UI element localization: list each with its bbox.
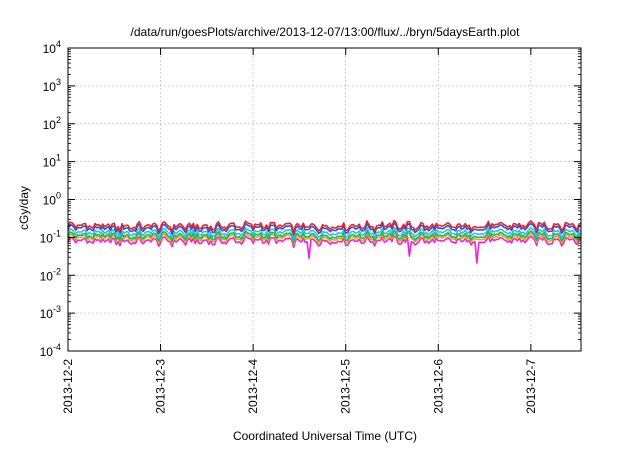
y-tick-label: 10-2 <box>40 266 61 283</box>
series-line <box>67 222 582 236</box>
grid-lines <box>68 48 581 351</box>
y-tick-label: 104 <box>43 39 61 56</box>
series-line <box>67 226 582 240</box>
series-line <box>67 234 582 264</box>
y-tick-label: 103 <box>43 77 61 94</box>
x-tick-label: 2013-12-7 <box>524 359 538 414</box>
y-tick-label: 10-4 <box>40 342 61 359</box>
data-series <box>67 219 582 264</box>
y-tick-label: 101 <box>43 153 61 170</box>
y-tick-label: 10-1 <box>40 228 61 245</box>
x-tick-label: 2013-12-6 <box>431 359 445 414</box>
y-axis-label: cGy/day <box>17 186 31 230</box>
series-line <box>67 229 582 243</box>
x-tick-label: 2013-12-4 <box>246 359 260 414</box>
series-line <box>67 219 582 234</box>
y-tick-label: 10-3 <box>40 304 61 321</box>
series-line <box>67 231 582 245</box>
x-tick-label: 2013-12-2 <box>61 359 75 414</box>
axes: 10-4 10-3 10-2 10-1 100 101 102 103 104 2013-12-2… <box>40 39 582 414</box>
plot-frame <box>67 47 582 352</box>
x-tick-label: 2013-12-5 <box>339 359 353 414</box>
chart-title: /data/run/goesPlots/archive/2013-12-07/1… <box>131 25 521 39</box>
x-tick-label: 2013-12-3 <box>154 359 168 414</box>
y-tick-label: 102 <box>43 115 61 132</box>
y-tick-label: 100 <box>43 191 61 208</box>
x-axis-label: Coordinated Universal Time (UTC) <box>233 429 417 443</box>
